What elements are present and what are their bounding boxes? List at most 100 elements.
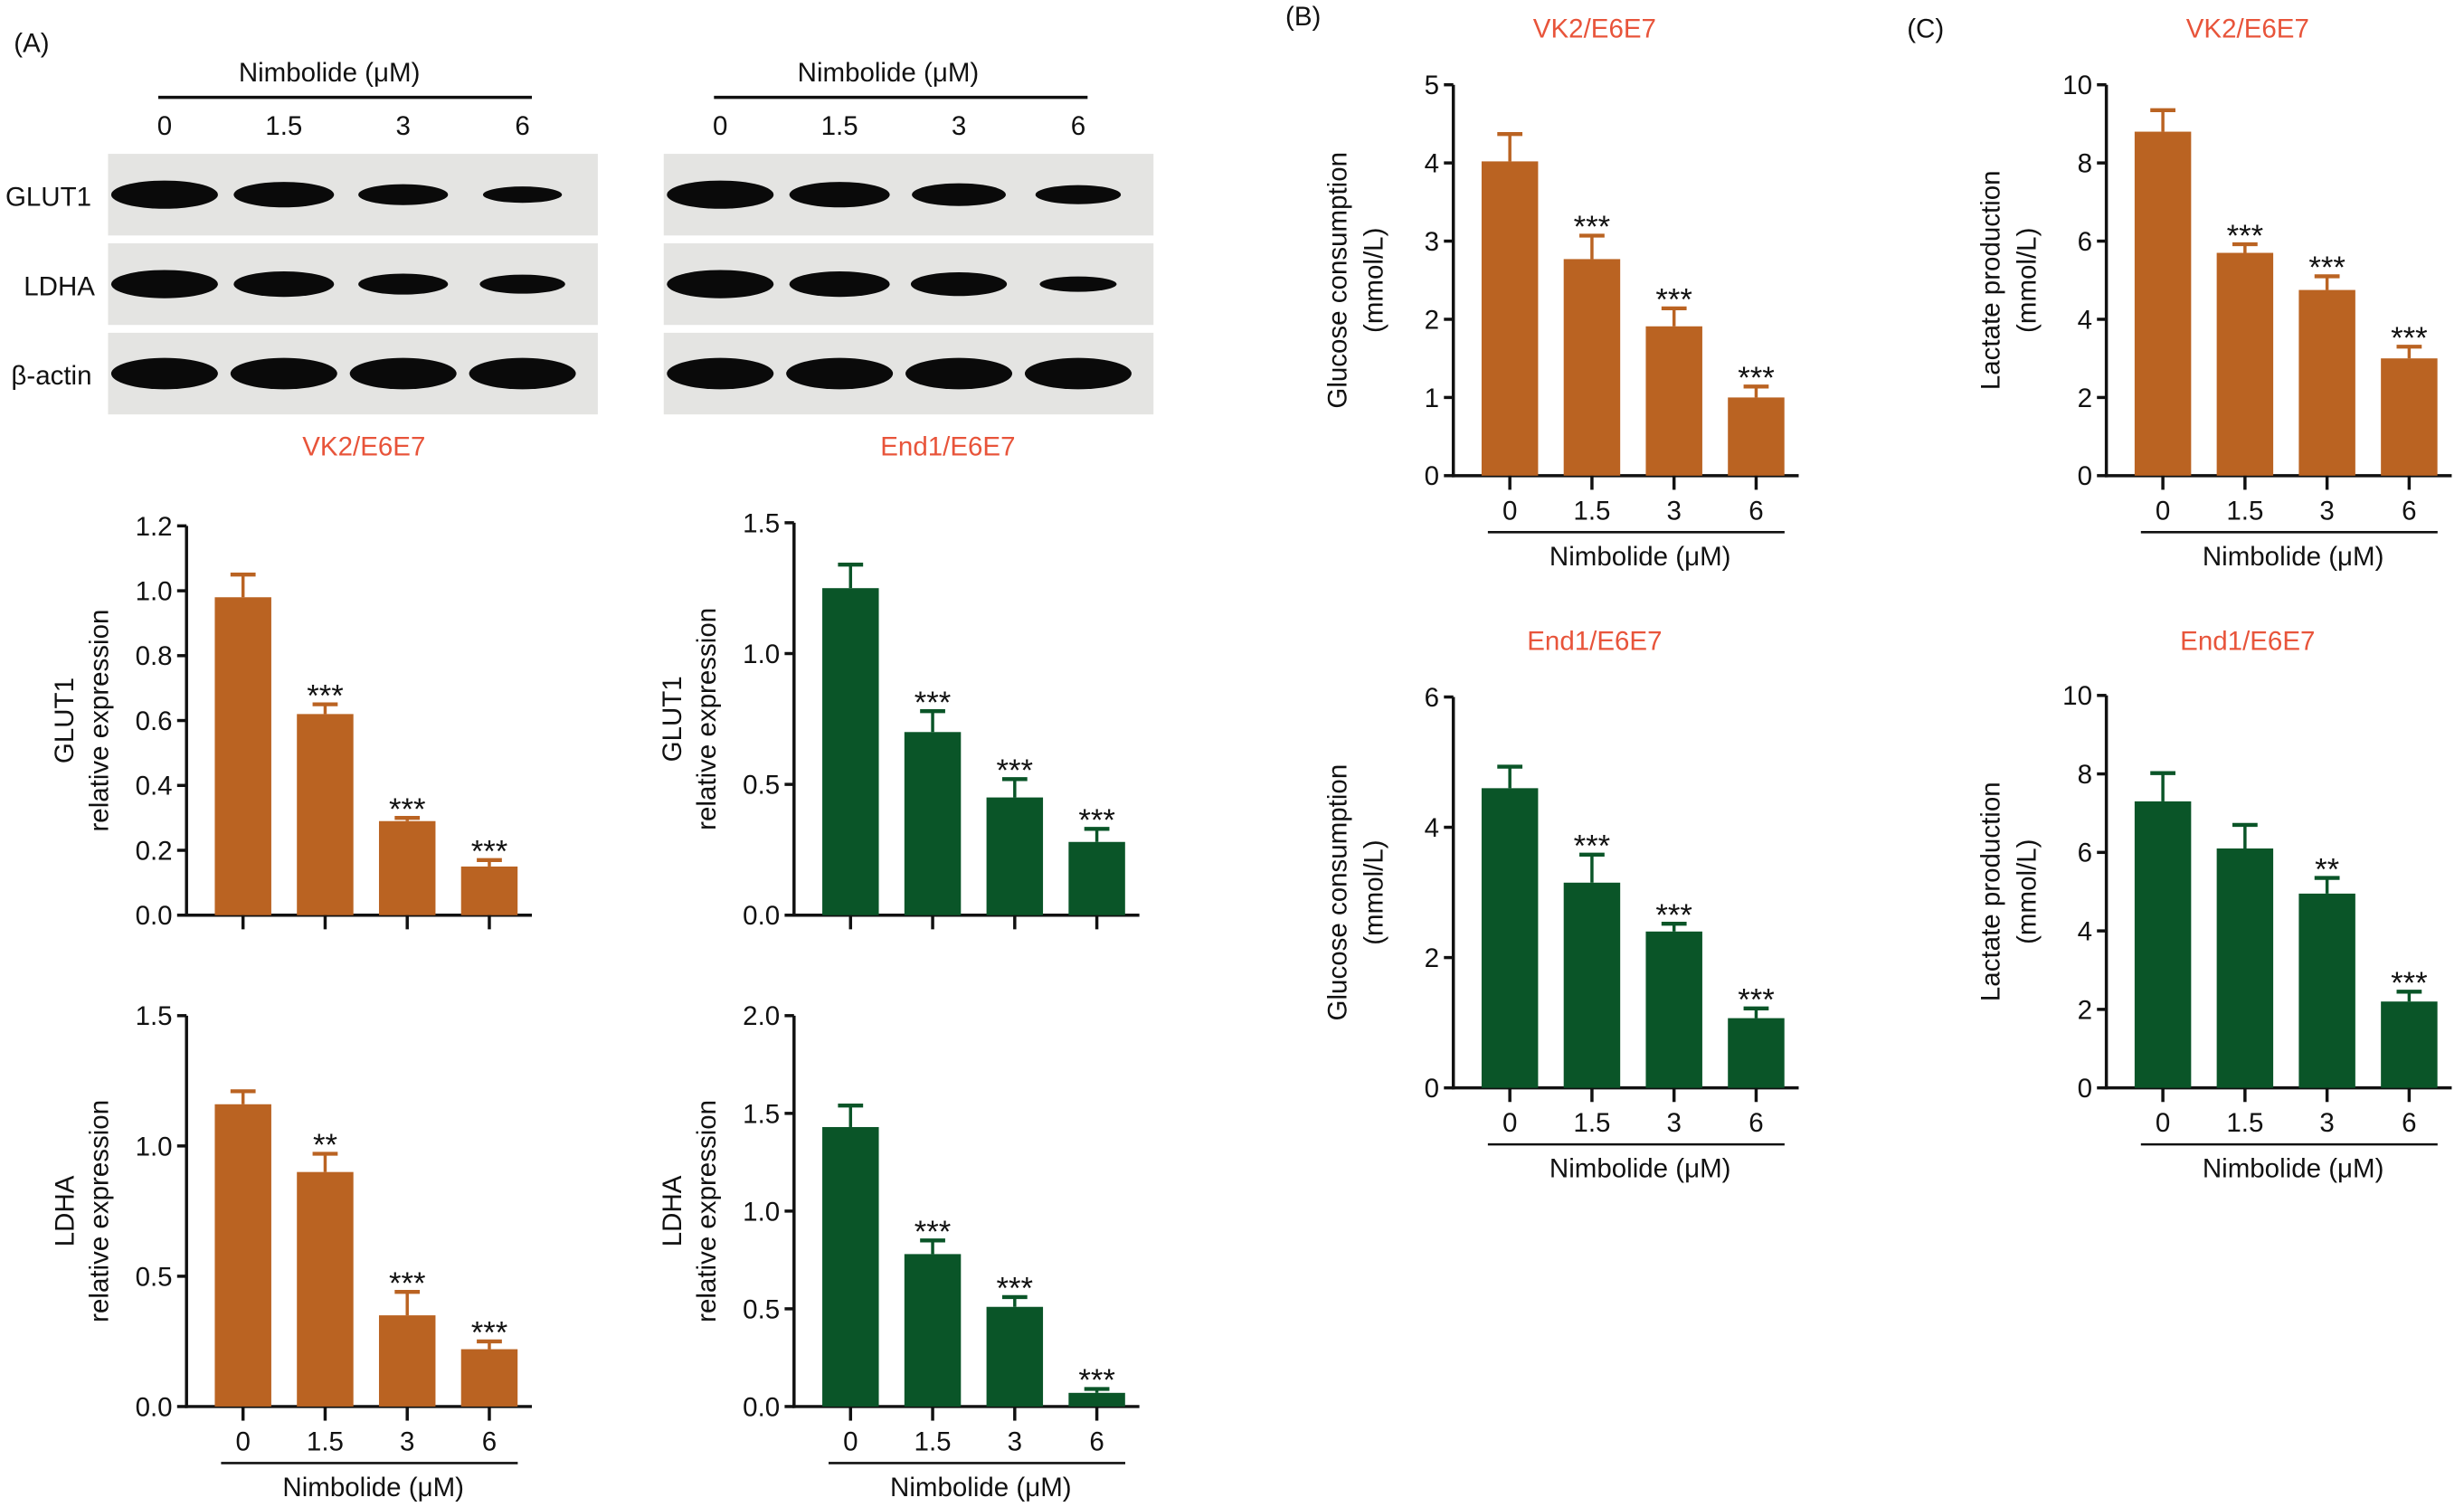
chart-a-glut1-end1: 0.0 0.5 1.0 1.5 GLUT1 relative expression *** *… <box>658 508 1140 931</box>
y-axis-label: Glucose consumption <box>1323 152 1353 409</box>
x-axis-label: Nimbolide (μM) <box>282 1473 464 1502</box>
y-tick-label: 0.0 <box>136 1392 173 1422</box>
chart-a-glut1-vk2: 0.0 0.2 0.4 0.6 0.8 1.0 1.2 GLUT1 relative expre… <box>50 512 533 931</box>
chart-title: End1/E6E7 <box>2180 626 2315 656</box>
y-tick-label: 1 <box>1425 384 1439 413</box>
bar <box>2381 1001 2438 1088</box>
y-tick-label: 4 <box>2078 917 2092 947</box>
x-tick-label: 1.5 <box>2226 496 2263 526</box>
y-tick-label: 0.5 <box>136 1262 173 1292</box>
significance-marker: *** <box>1655 283 1692 318</box>
y-tick-label: 0.4 <box>136 772 173 801</box>
y-tick-label: 5 <box>1425 71 1439 100</box>
bar <box>378 1315 436 1407</box>
y-tick-label: 1.2 <box>136 512 173 542</box>
x-tick-label: 0 <box>235 1427 250 1457</box>
x-tick-label: 6 <box>482 1427 497 1457</box>
x-tick-label: 0 <box>1502 1108 1517 1138</box>
y-tick-label: 0.8 <box>136 641 173 671</box>
bar <box>1068 841 1125 915</box>
significance-marker: *** <box>2227 219 2264 253</box>
blot-row-label: GLUT1 <box>5 182 91 212</box>
protein-band <box>233 271 335 298</box>
y-axis-label: (mmol/L) <box>1360 839 1389 944</box>
y-tick-label: 0.0 <box>136 901 173 931</box>
significance-marker: *** <box>389 1266 425 1301</box>
bar <box>460 866 518 915</box>
x-tick-label: 1.5 <box>2226 1108 2263 1138</box>
lane-label: 6 <box>515 111 529 141</box>
y-tick-label: 2 <box>2078 995 2092 1025</box>
x-tick-label: 3 <box>2319 496 2334 526</box>
cell-line-label: End1/E6E7 <box>880 431 1015 461</box>
x-tick-label: 3 <box>1008 1427 1022 1457</box>
y-tick-label: 2 <box>2078 384 2092 413</box>
y-tick-label: 4 <box>2078 305 2092 335</box>
bar <box>1481 788 1539 1088</box>
significance-marker: *** <box>2308 251 2346 285</box>
y-tick-label: 0.0 <box>743 1392 780 1422</box>
significance-marker: *** <box>997 1272 1034 1306</box>
bar <box>986 797 1044 915</box>
protein-band <box>910 272 1008 297</box>
significance-marker: *** <box>1655 898 1692 933</box>
protein-band <box>789 182 890 208</box>
y-tick-label: 0 <box>2078 1074 2092 1104</box>
significance-marker: *** <box>1738 983 1774 1018</box>
bar <box>904 1254 962 1407</box>
x-tick-label: 6 <box>1089 1427 1104 1457</box>
lane-label: 1.5 <box>265 111 302 141</box>
y-axis-label: Glucose consumption <box>1323 764 1353 1021</box>
y-tick-label: 4 <box>1425 149 1439 179</box>
significance-marker: *** <box>471 1316 508 1351</box>
significance-marker: *** <box>471 835 508 869</box>
protein-band <box>667 270 774 299</box>
y-axis-label: relative expression <box>692 1100 722 1322</box>
bar <box>2381 358 2438 476</box>
x-tick-label: 1.5 <box>915 1427 952 1457</box>
lane-label: 1.5 <box>821 111 858 141</box>
y-tick-label: 3 <box>1425 227 1439 257</box>
bar <box>1563 259 1621 476</box>
y-axis-label: relative expression <box>84 610 114 832</box>
bar <box>1645 931 1702 1088</box>
y-tick-label: 8 <box>2078 149 2092 179</box>
y-tick-label: 0 <box>2078 461 2092 491</box>
x-tick-label: 1.5 <box>1573 1108 1610 1138</box>
bar <box>2298 289 2355 476</box>
protein-band <box>789 271 890 298</box>
y-tick-label: 1.5 <box>136 1001 173 1031</box>
protein-band <box>667 180 774 209</box>
significance-marker: *** <box>2391 966 2428 1000</box>
protein-band <box>1024 357 1132 390</box>
y-tick-label: 1.0 <box>743 1197 780 1227</box>
y-tick-label: 10 <box>2062 681 2092 711</box>
bar <box>214 1104 271 1407</box>
x-tick-label: 6 <box>2402 1108 2416 1138</box>
blot-row-label: β-actin <box>11 361 91 391</box>
bar <box>378 820 436 915</box>
y-axis-label: (mmol/L) <box>1360 228 1389 333</box>
chart-title: End1/E6E7 <box>1527 626 1662 656</box>
y-axis-label: relative expression <box>692 608 722 830</box>
y-axis-label: LDHA <box>50 1175 80 1246</box>
chart-a-ldha-end1: 0.0 0.5 1.0 1.5 2.0 LDHA relative expression 0 *… <box>658 1001 1140 1502</box>
bar <box>2134 801 2192 1088</box>
bar <box>904 732 962 915</box>
significance-marker: ** <box>2315 852 2339 886</box>
y-tick-label: 0 <box>1425 1074 1439 1104</box>
chart-title: VK2/E6E7 <box>2186 14 2309 44</box>
x-tick-label: 0 <box>843 1427 858 1457</box>
x-axis-label: Nimbolide (μM) <box>890 1473 1072 1502</box>
protein-band <box>469 357 576 390</box>
y-tick-label: 1.5 <box>743 1099 780 1129</box>
x-tick-label: 1.5 <box>1573 496 1610 526</box>
x-tick-label: 6 <box>1748 1108 1763 1138</box>
x-axis-label: Nimbolide (μM) <box>1549 542 1731 572</box>
bar <box>1563 882 1621 1088</box>
bar <box>1481 161 1539 476</box>
protein-band <box>912 183 1006 206</box>
significance-marker: *** <box>1738 361 1774 395</box>
